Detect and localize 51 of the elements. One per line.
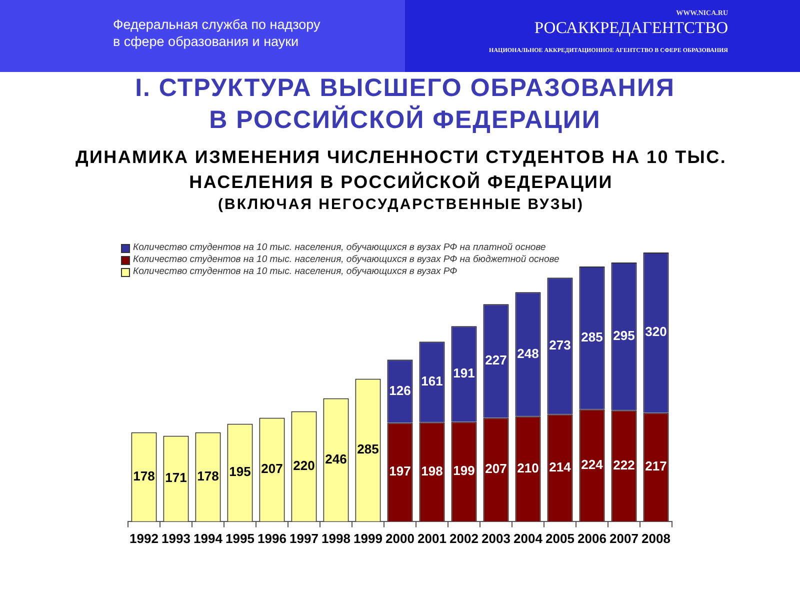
data-label: 161 — [421, 374, 443, 389]
data-label: 227 — [485, 352, 507, 368]
data-label: 220 — [293, 458, 315, 473]
x-tick-label: 1996 — [258, 530, 286, 546]
x-tick-label: 2004 — [514, 530, 544, 546]
data-label: 224 — [581, 456, 604, 472]
x-tick-label: 2005 — [546, 530, 574, 546]
x-tick-label: 2000 — [386, 530, 414, 546]
chart-subtitle: ДИНАМИКА ИЗМЕНЕНИЯ ЧИСЛЕННОСТИ СТУДЕНТОВ НА 10 ТЫС. НАСЕЛЕНИЯ В РОССИЙСКОЙ ФЕДЕРАЦИИ — [74, 146, 728, 194]
data-label: 207 — [485, 461, 507, 476]
data-label: 214 — [549, 459, 572, 474]
data-label: 126 — [389, 382, 411, 398]
legend-label: Количество студентов на 10 тыс. населения, обучающихся в вузах РФ — [133, 266, 458, 278]
chart-title: I. СТРУКТУРА ВЫСШЕГО ОБРАЗОВАНИЯ В РОССИЙСКОЙ ФЕДЕРАЦИИ — [134, 73, 676, 136]
data-label: 171 — [165, 470, 187, 486]
data-label: 285 — [581, 329, 603, 344]
data-label: 222 — [613, 457, 635, 472]
x-tick-label: 2001 — [418, 530, 446, 546]
legend-label: Количество студентов на 10 тыс. населения, обучающихся в вузах РФ на платной основе — [133, 242, 546, 254]
text: (ВКЛЮЧАЯ НЕГОСУДАРСТВЕННЫЕ ВУЗЫ) — [217, 196, 585, 214]
text: Федеральная служба по надзору в сфере образования и науки — [113, 16, 322, 50]
x-tick-label: 2007 — [610, 530, 638, 546]
data-label: 273 — [549, 337, 571, 352]
data-label: 178 — [133, 468, 155, 484]
x-tick-label: 2002 — [450, 530, 478, 546]
x-tick-label: 1992 — [130, 530, 158, 546]
data-label: 248 — [517, 346, 539, 361]
data-label: 195 — [229, 464, 251, 480]
data-label: 178 — [197, 468, 219, 484]
data-label: 295 — [613, 328, 635, 343]
data-label: 217 — [645, 458, 667, 474]
data-label: 191 — [453, 366, 475, 381]
data-label: 320 — [645, 324, 667, 340]
x-tick-label: 1994 — [194, 530, 224, 546]
data-label: 246 — [325, 451, 347, 466]
x-tick-label: 2008 — [642, 530, 670, 546]
x-tick-label: 1999 — [354, 530, 382, 546]
x-tick-label: 1995 — [226, 530, 254, 546]
x-tick-label: 2006 — [578, 530, 606, 546]
data-label: 197 — [389, 464, 411, 479]
text: РОСАККРЕДАГЕНТСТВО — [534, 18, 728, 38]
data-label: 210 — [517, 460, 539, 476]
x-tick-label: 1993 — [162, 530, 190, 546]
data-label: 285 — [357, 442, 379, 457]
x-tick-label: 2003 — [482, 530, 510, 546]
legend-label: Количество студентов на 10 тыс. населения, обучающихся в вузах РФ на бюджетной основе — [133, 254, 560, 266]
data-label: 207 — [261, 461, 283, 476]
data-label: 199 — [453, 463, 475, 478]
x-tick-label: 1997 — [290, 530, 318, 546]
x-tick-label: 1998 — [322, 530, 350, 546]
data-label: 198 — [421, 463, 443, 478]
